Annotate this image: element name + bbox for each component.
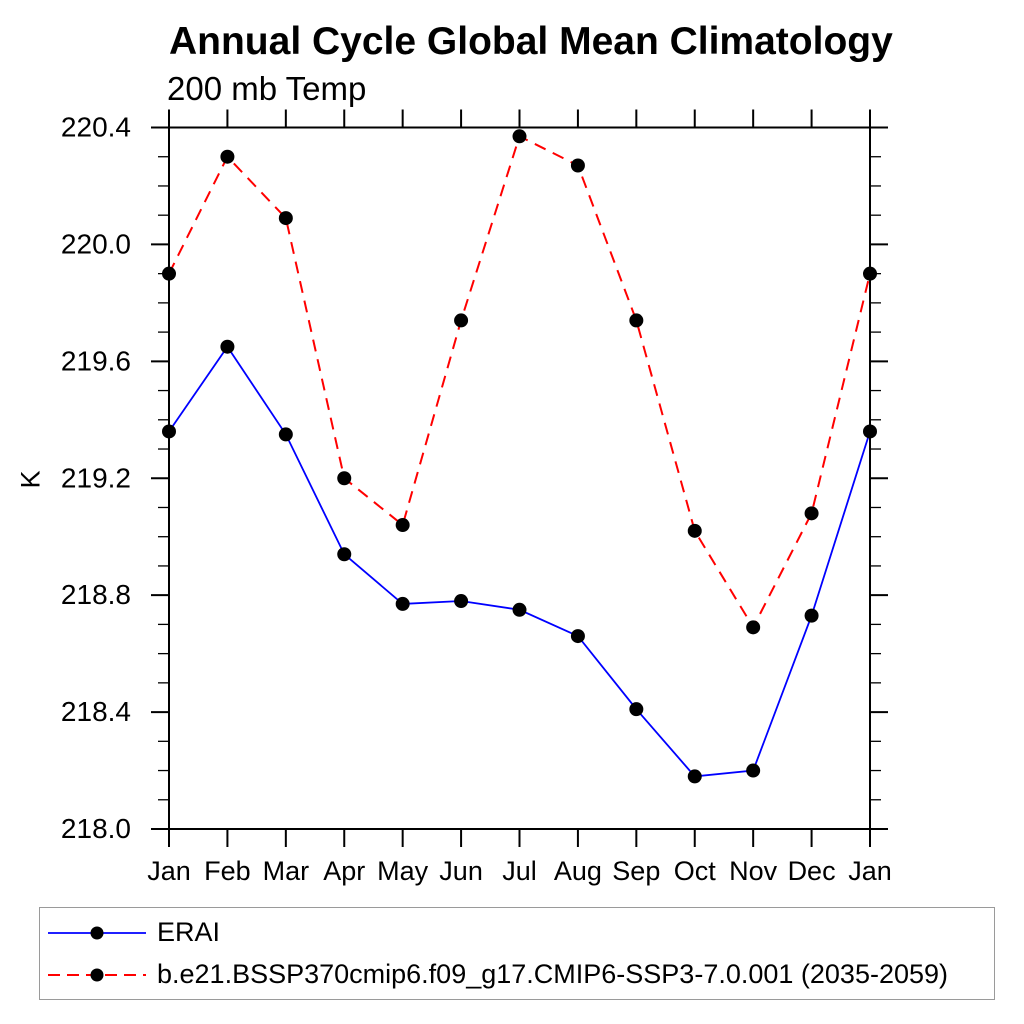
data-point-marker: [570, 629, 585, 644]
data-point-marker: [454, 313, 469, 328]
y-tick-label: 219.2: [61, 462, 131, 493]
data-point-marker: [220, 149, 235, 164]
legend-box: ERAI b.e21.BSSP370cmip6.f09_g17.CMIP6-SS…: [39, 907, 995, 1000]
x-tick-label: Dec: [788, 856, 836, 886]
y-tick-label: 219.6: [61, 345, 131, 376]
data-point-marker: [746, 620, 761, 635]
legend-marker-dot: [90, 968, 104, 981]
data-point-marker: [454, 594, 469, 609]
data-point-marker: [395, 596, 410, 611]
legend-line-dashed-icon: [48, 968, 146, 981]
y-tick-label: 218.8: [61, 579, 131, 610]
y-tick-label: 220.4: [61, 112, 131, 143]
data-point-marker: [863, 266, 877, 281]
data-point-marker: [804, 608, 819, 623]
data-point-marker: [162, 266, 176, 281]
y-tick-label: 218.4: [61, 696, 131, 727]
x-tick-label: Aug: [554, 856, 602, 886]
x-tick-label: Sep: [612, 856, 660, 886]
data-point-marker: [337, 547, 352, 562]
legend-item-model: b.e21.BSSP370cmip6.f09_g17.CMIP6-SSP3-7.…: [46, 956, 994, 993]
chart-subtitle: 200 mb Temp: [167, 70, 367, 107]
x-tick-label: Nov: [729, 856, 778, 886]
data-point-marker: [278, 427, 293, 442]
x-tick-label: Oct: [674, 856, 717, 886]
x-tick-label: Jan: [848, 856, 892, 886]
data-point-marker: [629, 702, 644, 717]
x-tick-label: Jun: [439, 856, 483, 886]
legend-line-solid-icon: [48, 926, 146, 939]
data-point-marker: [395, 518, 410, 533]
x-tick-label: Mar: [263, 856, 310, 886]
y-tick-label: 218.0: [61, 813, 131, 844]
data-point-marker: [863, 424, 877, 439]
data-point-marker: [512, 129, 527, 144]
data-point-marker: [629, 313, 644, 328]
x-tick-label: Jul: [502, 856, 537, 886]
x-tick-label: May: [377, 856, 429, 886]
data-point-marker: [278, 211, 293, 226]
legend-marker-dot: [90, 926, 104, 939]
legend-item-erai: ERAI: [46, 914, 994, 951]
y-tick-label: 220.0: [61, 228, 131, 259]
x-tick-label: Jan: [147, 856, 191, 886]
data-point-marker: [687, 769, 702, 784]
series-line-model: [168, 134, 871, 630]
chart-title: Annual Cycle Global Mean Climatology: [169, 20, 893, 63]
x-tick-label: Feb: [204, 856, 251, 886]
data-point-marker: [162, 424, 176, 439]
x-tick-label: Apr: [323, 856, 365, 886]
data-point-marker: [337, 471, 352, 486]
data-point-marker: [687, 523, 702, 538]
legend-label-erai: ERAI: [157, 917, 221, 947]
data-point-marker: [804, 506, 819, 521]
data-point-marker: [570, 158, 585, 173]
data-point-marker: [746, 763, 761, 778]
series-line-erai: [168, 345, 871, 778]
legend-label-model: b.e21.BSSP370cmip6.f09_g17.CMIP6-SSP3-7.…: [157, 959, 949, 989]
plot-frame: [168, 126, 871, 830]
data-point-marker: [220, 339, 235, 354]
data-point-marker: [512, 602, 527, 617]
